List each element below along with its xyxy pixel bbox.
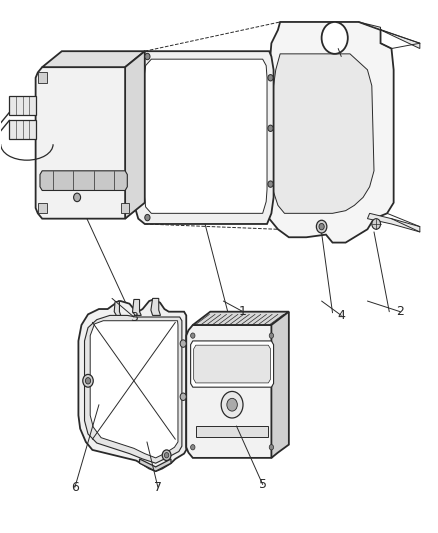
Polygon shape [114,302,121,316]
Circle shape [74,193,81,201]
Polygon shape [125,51,145,219]
Text: 4: 4 [337,309,345,322]
Text: 5: 5 [259,478,267,491]
Polygon shape [367,213,420,232]
Polygon shape [10,120,36,139]
Polygon shape [144,59,267,213]
Polygon shape [186,325,278,458]
Circle shape [85,377,91,384]
Polygon shape [272,312,289,458]
Circle shape [268,75,273,81]
Polygon shape [127,119,136,138]
Polygon shape [193,312,289,325]
Polygon shape [121,203,130,213]
Circle shape [269,333,274,338]
Circle shape [191,333,195,338]
Circle shape [221,391,243,418]
Circle shape [372,219,381,229]
Circle shape [268,125,273,132]
Circle shape [319,223,324,230]
Circle shape [145,53,150,60]
Polygon shape [85,316,182,463]
Text: 3: 3 [130,311,138,324]
Polygon shape [133,300,141,316]
Circle shape [180,340,186,348]
Circle shape [227,398,237,411]
Text: 1: 1 [239,305,247,318]
Circle shape [268,181,273,187]
Polygon shape [196,426,268,437]
Polygon shape [267,22,394,243]
Circle shape [321,22,348,54]
Circle shape [83,374,93,387]
Text: 6: 6 [71,481,79,494]
Polygon shape [38,72,46,83]
Circle shape [180,393,186,400]
Circle shape [162,450,171,461]
Polygon shape [38,203,46,213]
Polygon shape [140,459,171,471]
Text: 2: 2 [396,305,404,318]
Polygon shape [40,171,127,190]
Polygon shape [10,96,36,115]
Text: 7: 7 [154,481,162,494]
Circle shape [269,445,274,450]
Polygon shape [135,51,274,224]
Circle shape [316,220,327,233]
Circle shape [164,453,169,458]
Polygon shape [127,177,136,196]
Polygon shape [359,22,420,49]
Polygon shape [35,67,132,219]
Polygon shape [272,54,374,213]
Polygon shape [78,300,186,471]
Polygon shape [151,298,160,316]
Circle shape [145,214,150,221]
Polygon shape [90,321,178,458]
Polygon shape [42,51,145,67]
Polygon shape [191,341,274,387]
Circle shape [191,445,195,450]
Polygon shape [194,345,271,383]
Polygon shape [127,58,136,77]
